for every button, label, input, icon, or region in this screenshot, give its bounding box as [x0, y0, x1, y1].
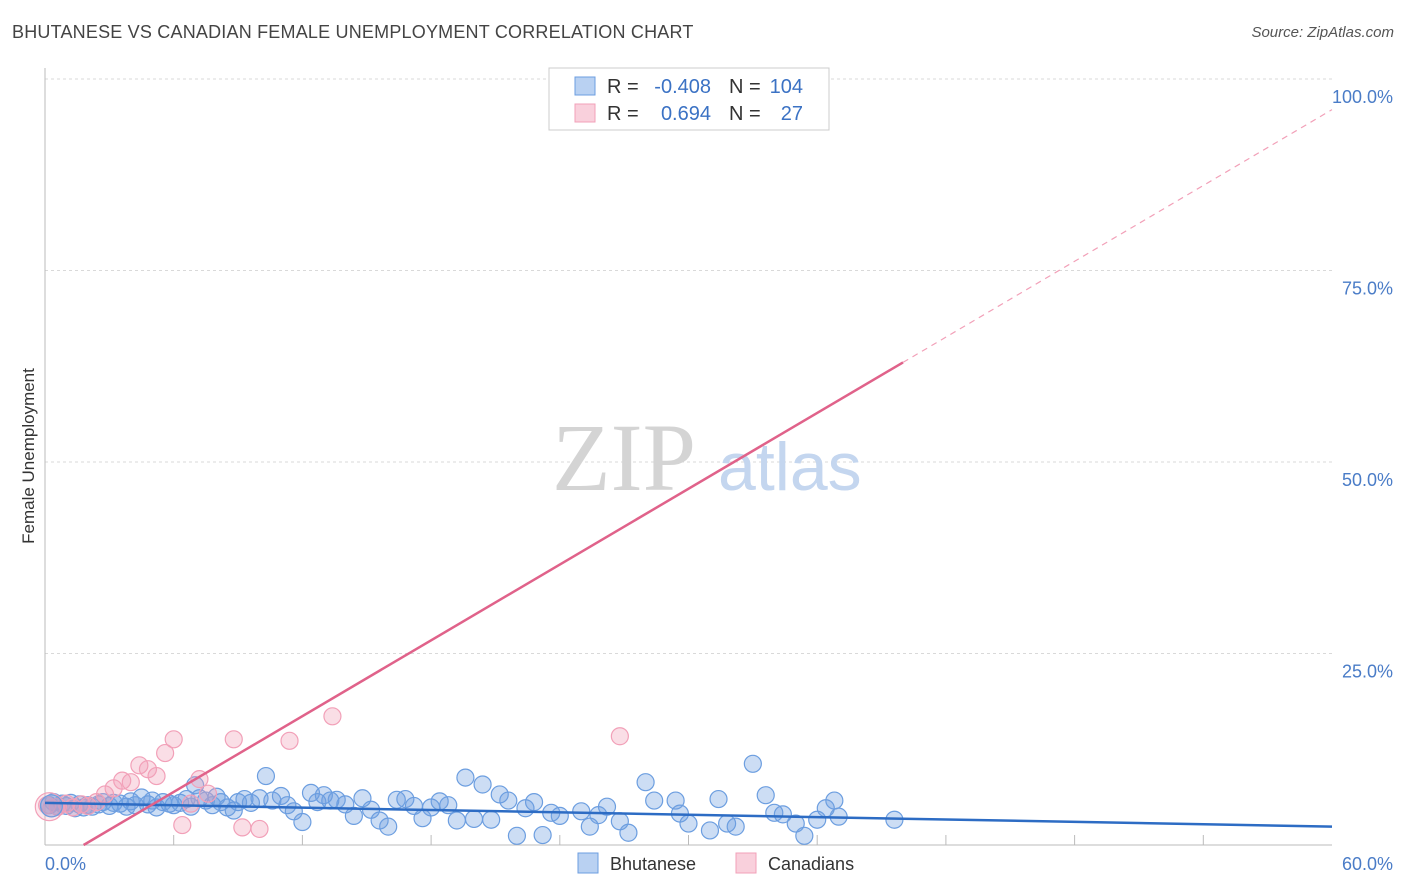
point-canadians [181, 794, 200, 813]
stats-legend: R = -0.408 N = 104 R = 0.694 N = 27 [548, 67, 830, 131]
legend-r-value-canadians: 0.694 [661, 103, 711, 125]
legend-swatch-bhutanese [574, 76, 596, 96]
point-bhutanese [597, 797, 617, 816]
bottom-legend-swatch-canadians [735, 852, 757, 874]
x-tick-label-max: 60.0% [1342, 854, 1393, 874]
legend-n-value-bhutanese: 104 [770, 76, 803, 98]
point-bhutanese [507, 826, 527, 845]
point-canadians [121, 773, 140, 792]
point-canadians [130, 756, 149, 775]
point-canadians [250, 819, 269, 839]
bottom-legend-label-bhutanese: Bhutanese [610, 854, 696, 874]
y-axis-label: Female Unemployment [19, 368, 38, 544]
legend-n-label-bhutanese: N = [729, 76, 761, 98]
point-bhutanese [447, 811, 466, 830]
trend-lines [44, 109, 1333, 847]
watermark-zip: ZIP [552, 404, 696, 511]
point-bhutanese [499, 791, 518, 810]
y-tick-label: 75.0% [1342, 279, 1393, 299]
trend-line-bhutanese [44, 801, 1333, 828]
point-bhutanese [456, 768, 475, 787]
point-bhutanese [293, 812, 312, 832]
point-bhutanese [524, 793, 544, 812]
bottom-legend-label-canadians: Canadians [768, 854, 854, 874]
chart-title: BHUTANESE VS CANADIAN FEMALE UNEMPLOYMEN… [12, 22, 694, 42]
point-bhutanese [379, 817, 398, 836]
trend-line-canadians-extension [902, 109, 1333, 363]
point-bhutanese [473, 775, 492, 794]
point-bhutanese [636, 773, 655, 792]
y-tick-label: 25.0% [1342, 662, 1393, 682]
point-bhutanese [795, 826, 814, 845]
point-bhutanese [773, 805, 792, 824]
point-bhutanese [271, 786, 291, 806]
point-bhutanese [645, 791, 664, 810]
point-canadians [323, 707, 342, 726]
grid-lines [45, 78, 1332, 654]
point-canadians [610, 727, 629, 746]
point-bhutanese [743, 754, 762, 773]
point-canadians [78, 796, 98, 816]
point-canadians [156, 743, 175, 763]
point-bhutanese [619, 823, 638, 842]
point-bhutanese [464, 809, 484, 829]
point-canadians [147, 766, 166, 786]
legend-n-label-canadians: N = [729, 103, 761, 125]
point-canadians [224, 730, 243, 749]
trend-line-canadians [82, 361, 904, 847]
watermark-atlas: atlas [718, 429, 862, 505]
point-bhutanese [709, 789, 728, 809]
point-canadians [164, 730, 183, 749]
point-canadians [173, 815, 192, 835]
point-bhutanese [533, 825, 552, 845]
point-cluster-bhutanese [39, 794, 64, 818]
point-bhutanese [786, 814, 805, 833]
point-bhutanese [756, 786, 775, 805]
x-tick-label-min: 0.0% [45, 854, 86, 874]
point-bhutanese [679, 814, 698, 833]
legend-r-value-bhutanese: -0.408 [654, 76, 711, 98]
point-bhutanese [726, 817, 745, 836]
y-tick-label: 100.0% [1332, 87, 1393, 107]
point-bhutanese [825, 791, 844, 810]
y-tick-label: 50.0% [1342, 470, 1393, 490]
y-tick-labels: 25.0% 50.0% 75.0% 100.0% [1332, 87, 1393, 682]
point-bhutanese [700, 821, 720, 840]
source-note: Source: ZipAtlas.com [1251, 24, 1394, 41]
point-canadians [198, 784, 218, 803]
point-bhutanese [132, 788, 151, 807]
legend-n-value-canadians: 27 [781, 103, 803, 125]
series-legend: Bhutanese Canadians [577, 852, 854, 874]
bottom-legend-swatch-bhutanese [577, 852, 599, 874]
point-bhutanese [572, 802, 591, 821]
point-bhutanese [550, 806, 569, 825]
legend-r-label-bhutanese: R = [607, 76, 639, 98]
point-bhutanese [256, 766, 276, 786]
legend-r-label-canadians: R = [607, 103, 639, 125]
point-bhutanese [482, 810, 501, 829]
point-canadians [233, 818, 252, 837]
legend-swatch-canadians [574, 103, 596, 123]
point-bhutanese [344, 806, 363, 825]
point-canadians [280, 731, 299, 750]
stats-legend-box [548, 67, 830, 131]
x-tick-marks [173, 835, 1204, 845]
